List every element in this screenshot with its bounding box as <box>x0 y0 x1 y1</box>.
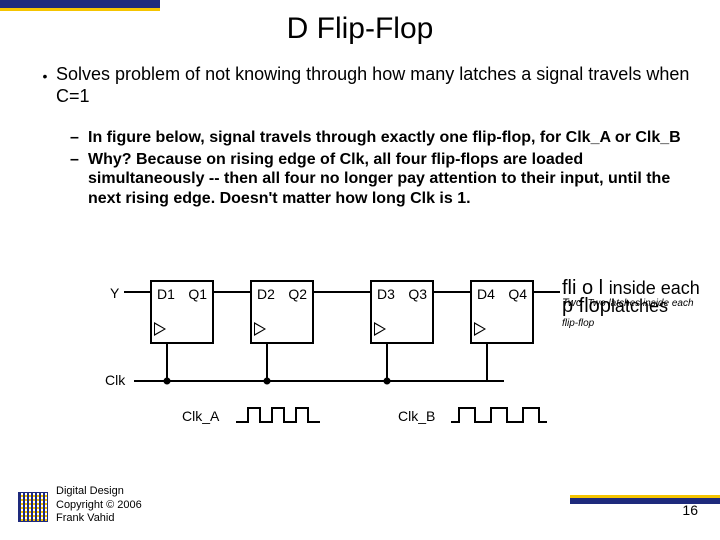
q-label: Q1 <box>188 286 207 302</box>
node-icon <box>384 378 391 385</box>
clk-b-waveform <box>450 404 560 426</box>
flipflop-2: D2 Q2 <box>250 280 314 344</box>
flipflop-4: D4 Q4 <box>470 280 534 344</box>
decorative-top-stripe <box>0 0 160 11</box>
wire <box>214 291 250 293</box>
clk-bus <box>134 380 504 382</box>
d-label: D1 <box>157 286 175 302</box>
wire <box>486 344 488 380</box>
clk-a-waveform <box>235 404 335 426</box>
main-bullet: • Solves problem of not knowing through … <box>34 64 694 108</box>
wire <box>314 291 370 293</box>
clk-label: Clk <box>105 372 125 388</box>
clock-triangle-icon <box>154 322 166 336</box>
footer-line: Copyright © 2006 <box>56 499 142 513</box>
footer-line: Frank Vahid <box>56 512 142 526</box>
sub-bullet-1: In figure below, signal travels through … <box>88 128 681 148</box>
flipflop-3: D3 Q3 <box>370 280 434 344</box>
wire <box>124 291 150 293</box>
sub-bullet-2: Why? Because on rising edge of Clk, all … <box>88 150 690 209</box>
node-icon <box>264 378 271 385</box>
side-note-overlapping: fli o l inside each Two Two latches insi… <box>562 278 712 333</box>
q-label: Q3 <box>408 286 427 302</box>
wire <box>434 291 470 293</box>
slide-title: D Flip-Flop <box>0 12 720 46</box>
wire <box>266 344 268 380</box>
clk-b-label: Clk_B <box>398 408 435 424</box>
q-label: Q4 <box>508 286 527 302</box>
sub-bullets: – In figure below, signal travels throug… <box>70 128 690 210</box>
page-number: 16 <box>682 502 698 518</box>
side-text: p flop <box>562 295 611 317</box>
clk-a-label: Clk_A <box>182 408 219 424</box>
footer-line: Digital Design <box>56 485 142 499</box>
dash-icon: – <box>70 150 88 209</box>
bullet-dot: • <box>34 64 56 108</box>
clock-triangle-icon <box>254 322 266 336</box>
wire <box>166 344 168 380</box>
clock-triangle-icon <box>474 322 486 336</box>
flipflop-1: D1 Q1 <box>150 280 214 344</box>
clock-triangle-icon <box>374 322 386 336</box>
d-label: D2 <box>257 286 275 302</box>
main-bullet-text: Solves problem of not knowing through ho… <box>56 64 694 108</box>
wire <box>386 344 388 380</box>
y-label: Y <box>110 285 119 301</box>
d-label: D3 <box>377 286 395 302</box>
d-label: D4 <box>477 286 495 302</box>
dash-icon: – <box>70 128 88 148</box>
footer-logo-icon <box>18 492 48 522</box>
q-label: Q2 <box>288 286 307 302</box>
node-icon <box>164 378 171 385</box>
wire <box>534 291 560 293</box>
footer-credits: Digital Design Copyright © 2006 Frank Va… <box>56 485 142 526</box>
side-text: latches <box>611 296 668 316</box>
